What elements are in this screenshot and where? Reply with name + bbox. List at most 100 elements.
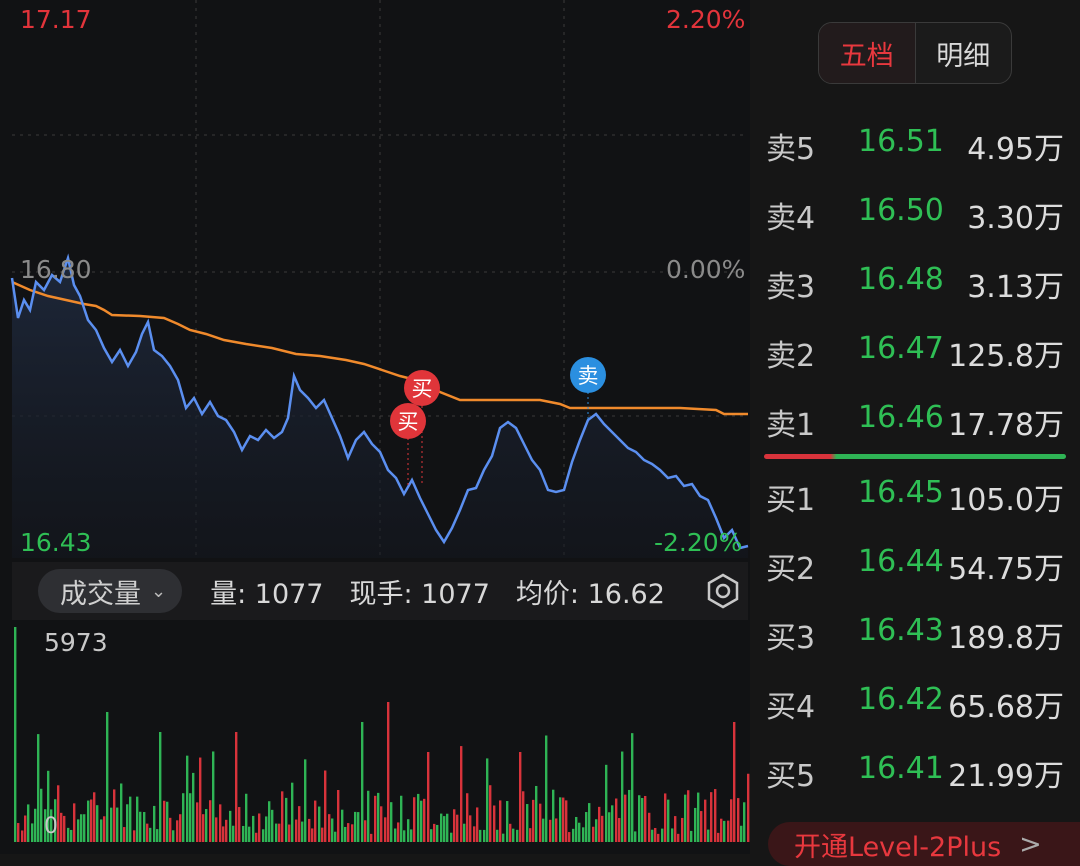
settings-icon[interactable] bbox=[704, 572, 742, 610]
ask-row[interactable]: 卖5 16.51 4.95万 bbox=[766, 124, 1066, 167]
volume-bar bbox=[390, 802, 393, 842]
volume-bar bbox=[278, 823, 281, 842]
volume-bar bbox=[163, 800, 166, 842]
volume-bar bbox=[469, 815, 472, 842]
indicator-selector[interactable]: 成交量 ⌄ bbox=[38, 569, 183, 613]
volume-bar bbox=[238, 807, 241, 842]
top-pct-label: 2.20% bbox=[666, 5, 746, 34]
tab-five-levels[interactable]: 五档 bbox=[819, 23, 916, 83]
volume-bar bbox=[149, 827, 152, 842]
ask-price: 16.51 bbox=[858, 124, 944, 159]
volume-bar bbox=[644, 795, 647, 842]
volume-bar bbox=[608, 812, 611, 842]
volume-bar bbox=[159, 732, 162, 842]
volume-bar bbox=[172, 830, 175, 842]
volume-bar bbox=[605, 764, 608, 842]
volume-bar bbox=[334, 831, 337, 842]
volume-bar bbox=[301, 821, 304, 842]
volume-bar bbox=[285, 797, 288, 842]
ask-level-name: 卖1 bbox=[766, 408, 816, 443]
volume-bar bbox=[394, 828, 397, 842]
ask-row[interactable]: 卖3 16.48 3.13万 bbox=[766, 262, 1066, 305]
sell-marker[interactable]: 卖 bbox=[570, 357, 606, 393]
volume-bar bbox=[126, 804, 129, 842]
volume-bar bbox=[463, 823, 466, 842]
volume-bar bbox=[410, 829, 413, 842]
volume-bar bbox=[516, 829, 519, 842]
mid-pct-label: 0.00% bbox=[666, 255, 746, 284]
volume-bar bbox=[258, 813, 261, 842]
volume-bar bbox=[281, 791, 284, 842]
volume-bar bbox=[601, 815, 604, 842]
volume-bar bbox=[31, 823, 34, 842]
volume-bar bbox=[436, 824, 439, 842]
bid-row[interactable]: 买5 16.41 21.99万 bbox=[766, 751, 1066, 794]
level2-upgrade-button[interactable]: 开通Level-2Plus > bbox=[768, 822, 1080, 866]
volume-bar bbox=[189, 793, 192, 842]
volume-bar bbox=[743, 802, 746, 842]
ask-price: 16.48 bbox=[858, 262, 944, 297]
volume-bar bbox=[397, 822, 400, 842]
ask-level-name: 卖5 bbox=[766, 132, 816, 167]
buy-marker[interactable]: 买 bbox=[390, 403, 426, 439]
ask-price: 16.46 bbox=[858, 400, 944, 435]
bid-price: 16.41 bbox=[858, 751, 944, 786]
volume-bar bbox=[14, 627, 17, 842]
volume-bar bbox=[113, 789, 116, 842]
tab-details[interactable]: 明细 bbox=[936, 40, 991, 72]
volume-bar bbox=[648, 812, 651, 842]
ask-row[interactable]: 卖1 16.46 17.78万 bbox=[766, 400, 1066, 443]
intraday-chart[interactable]: 17.17 2.20% 16.80 0.00% 16.43 -2.20% 买 买… bbox=[0, 0, 750, 854]
volume-bar bbox=[489, 785, 492, 842]
volume-bar bbox=[730, 799, 733, 842]
ask-qty: 17.78万 bbox=[948, 408, 1064, 443]
volume-bar bbox=[347, 823, 350, 842]
buy-marker[interactable]: 买 bbox=[404, 370, 440, 406]
volume-bar bbox=[473, 826, 476, 842]
volume-bar bbox=[202, 814, 205, 842]
ask-level-name: 卖3 bbox=[766, 270, 816, 305]
volume-bar bbox=[509, 823, 512, 842]
ask-price: 16.50 bbox=[858, 193, 944, 228]
mid-price-label: 16.80 bbox=[20, 255, 92, 284]
volume-bar bbox=[70, 829, 73, 842]
bid-row[interactable]: 买3 16.43 189.8万 bbox=[766, 613, 1066, 656]
volume-bar bbox=[578, 822, 581, 842]
volume-bar bbox=[232, 825, 235, 842]
bid-row[interactable]: 买4 16.42 65.68万 bbox=[766, 682, 1066, 725]
volume-bar bbox=[182, 793, 185, 842]
volume-bar bbox=[512, 828, 515, 842]
volume-bar bbox=[341, 809, 344, 842]
volume-bar bbox=[351, 824, 354, 842]
volume-bar bbox=[143, 812, 146, 842]
volume-bar bbox=[24, 815, 27, 842]
bottom-pct-label: -2.20% bbox=[654, 528, 743, 557]
volume-bar bbox=[384, 817, 387, 842]
volume-bar bbox=[542, 818, 545, 842]
volume-bar bbox=[229, 810, 232, 842]
bid-row[interactable]: 买1 16.45 105.0万 bbox=[766, 475, 1066, 518]
volume-bar bbox=[555, 818, 558, 842]
volume-bar bbox=[628, 789, 631, 842]
volume-bar bbox=[219, 804, 222, 842]
volume-bar bbox=[545, 735, 548, 842]
volume-bar bbox=[667, 799, 670, 842]
ask-level-name: 卖4 bbox=[766, 201, 816, 236]
avg-price-stat: 均价: 16.62 bbox=[515, 578, 665, 610]
volume-bar bbox=[361, 722, 364, 842]
volume-bar bbox=[631, 733, 634, 842]
top-price-label: 17.17 bbox=[20, 5, 92, 34]
chevron-down-icon: ⌄ bbox=[151, 580, 167, 602]
volume-bar bbox=[575, 816, 578, 842]
chevron-right-icon: > bbox=[1019, 828, 1042, 860]
volume-bar bbox=[44, 809, 47, 842]
ask-row[interactable]: 卖2 16.47 125.8万 bbox=[766, 331, 1066, 374]
bid-row[interactable]: 买2 16.44 54.75万 bbox=[766, 544, 1066, 587]
volume-bar bbox=[549, 819, 552, 842]
volume-bar bbox=[456, 814, 459, 842]
volume-bar bbox=[532, 799, 535, 842]
current-hand-stat: 现手: 1077 bbox=[349, 578, 490, 610]
order-book-tabs: 五档 明细 bbox=[818, 22, 1012, 84]
volume-bar bbox=[483, 829, 486, 842]
ask-row[interactable]: 卖4 16.50 3.30万 bbox=[766, 193, 1066, 236]
